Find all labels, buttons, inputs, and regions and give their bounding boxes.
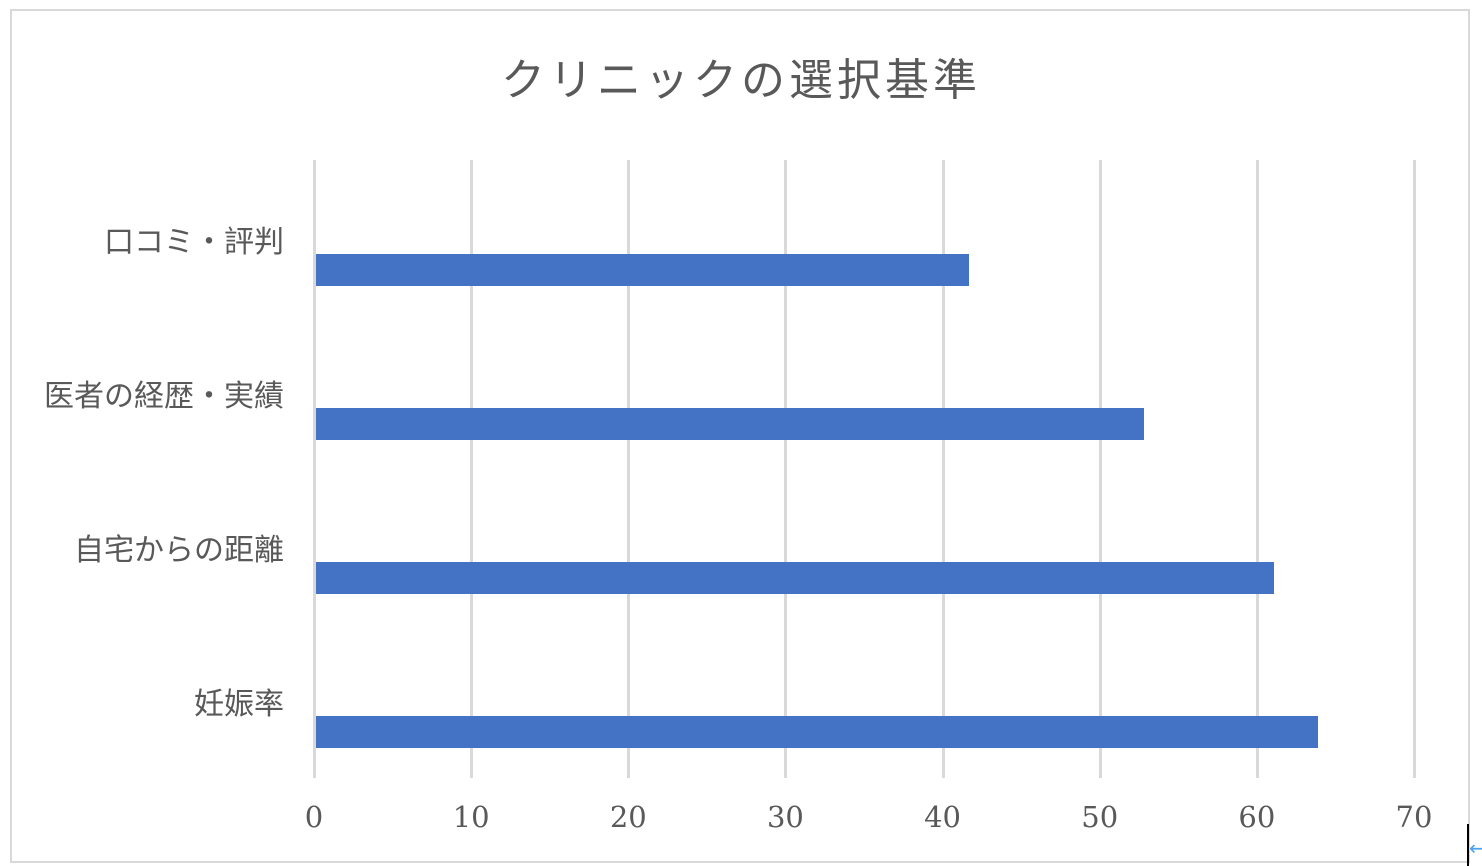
gridline [941, 160, 945, 778]
gridline [1413, 160, 1416, 778]
gridline [1098, 160, 1102, 778]
x-tick-label: 30 [766, 800, 804, 834]
x-tick-label: 0 [304, 800, 324, 834]
gridline [313, 160, 316, 778]
gridline [1255, 160, 1259, 778]
bar[interactable] [316, 408, 1144, 440]
resize-arrow-icon[interactable]: ← [1469, 836, 1482, 860]
x-tick-label: 20 [609, 800, 647, 834]
x-tick-label: 10 [452, 800, 490, 834]
text-cursor [1467, 824, 1469, 866]
x-tick-label: 50 [1081, 800, 1119, 834]
category-label: 妊娠率 [194, 687, 284, 722]
gridline [627, 160, 631, 778]
plot-area [313, 160, 1416, 778]
x-tick-label: 60 [1238, 800, 1276, 834]
category-label: 自宅からの距離 [74, 533, 284, 568]
gridline [784, 160, 788, 778]
category-label: 口コミ・評判 [104, 225, 284, 260]
bar[interactable] [316, 254, 970, 286]
bar[interactable] [316, 716, 1319, 748]
category-label: 医者の経歴・実績 [44, 379, 284, 414]
gridline [470, 160, 474, 778]
x-tick-label: 40 [924, 800, 962, 834]
x-tick-label: 70 [1395, 800, 1433, 834]
bar[interactable] [316, 562, 1275, 594]
chart-title: クリニックの選択基準 [501, 55, 981, 106]
